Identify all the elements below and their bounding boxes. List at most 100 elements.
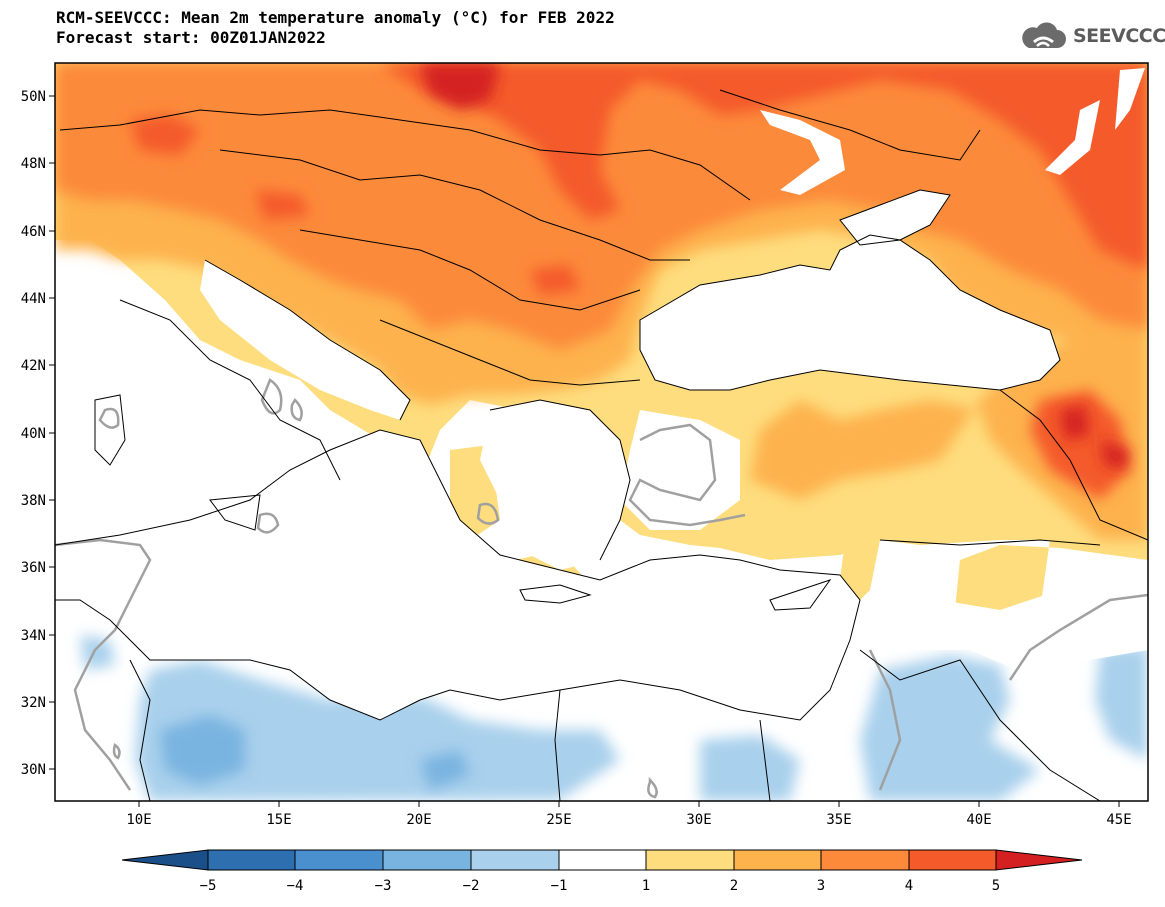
lat-label: 38N <box>21 493 46 509</box>
contour-line <box>476 502 500 525</box>
country-border <box>859 649 1101 801</box>
country-border <box>879 539 1101 546</box>
contour-line <box>256 512 280 534</box>
lon-labels: 10E 15E 20E 25E 30E 35E 40E 45E <box>126 812 1131 828</box>
map-frame <box>54 62 1149 802</box>
lon-label: 20E <box>406 812 431 828</box>
colorbar-segment <box>558 849 647 871</box>
lat-label: 34N <box>21 628 46 644</box>
title-line-1: RCM-SEEVCCC: Mean 2m temperature anomaly… <box>56 8 615 27</box>
coastline <box>489 399 631 561</box>
contour-line <box>98 407 120 429</box>
anomaly-field <box>55 63 1148 801</box>
country-border <box>59 109 751 201</box>
colorbar-segment <box>995 849 1083 871</box>
colorbar-label: −1 <box>551 878 568 894</box>
lat-label: 30N <box>21 762 46 778</box>
adriatic-sea <box>200 260 410 420</box>
colorbar-label: −2 <box>463 878 480 894</box>
island-crete <box>519 584 592 604</box>
country-border <box>999 389 1148 541</box>
contour-line <box>290 397 303 422</box>
near-zero-levant <box>870 590 1148 680</box>
lat-label: 48N <box>21 156 46 172</box>
aegean-sea <box>480 400 630 570</box>
colorbar-label: 3 <box>817 878 825 894</box>
lat-label: 44N <box>21 291 46 307</box>
tyrrhenian-sea <box>120 300 340 500</box>
colorbar-label: 1 <box>642 878 650 894</box>
contour-line <box>55 538 152 791</box>
lon-label: 45E <box>1106 812 1131 828</box>
black-sea <box>640 235 1060 390</box>
colorbar-segment <box>820 849 910 871</box>
colorbar-segment <box>121 849 209 871</box>
mediterranean-sea <box>55 430 860 720</box>
anomaly-band-neg-2-3 <box>160 715 470 790</box>
contour-line <box>628 423 746 527</box>
colorbar-segment <box>294 849 384 871</box>
lat-label: 32N <box>21 695 46 711</box>
colorbar-label: −4 <box>287 878 304 894</box>
lat-labels: 50N 48N 46N 44N 42N 40N 38N 36N 34N 32N … <box>21 89 46 778</box>
colorbar-label: 4 <box>905 878 913 894</box>
country-border <box>554 689 561 801</box>
contour-line <box>647 776 658 799</box>
coastline <box>839 189 951 246</box>
contour-line <box>868 649 902 791</box>
colorbar-segment <box>207 849 296 871</box>
coastline <box>119 299 341 481</box>
country-border <box>219 149 690 261</box>
azov-sea <box>840 190 950 245</box>
colorbar-label: 2 <box>730 878 738 894</box>
colorbar-label: −5 <box>200 878 217 894</box>
contour-line <box>1008 593 1148 681</box>
lat-label: 46N <box>21 224 46 240</box>
country-border <box>719 89 981 161</box>
lat-label: 40N <box>21 426 46 442</box>
map-title: RCM-SEEVCCC: Mean 2m temperature anomaly… <box>56 8 615 48</box>
country-border <box>759 719 771 801</box>
lat-label: 50N <box>21 89 46 105</box>
anomaly-band-neg-1-2 <box>80 635 1148 801</box>
lon-axis <box>138 801 1120 807</box>
contour-line <box>260 378 283 415</box>
colorbar: −5 −4 −3 −2 −1 1 2 3 4 5 <box>121 849 1083 894</box>
coastlines-borders <box>55 89 1148 801</box>
island-sicily <box>209 494 261 531</box>
lat-label: 36N <box>21 560 46 576</box>
anomaly-band-4-5 <box>380 63 1148 270</box>
lon-label: 10E <box>126 812 151 828</box>
coastline <box>55 429 861 721</box>
country-border <box>379 319 641 386</box>
colorbar-label: 5 <box>992 878 1000 894</box>
contour-line <box>112 742 121 760</box>
colorbar-segment <box>470 849 560 871</box>
lon-label: 30E <box>686 812 711 828</box>
zero-contours <box>55 378 1148 799</box>
near-zero-areas <box>55 68 1148 720</box>
coastline <box>204 259 411 421</box>
colorbar-label: −3 <box>375 878 392 894</box>
title-line-2: Forecast start: 00Z01JAN2022 <box>56 28 326 47</box>
colorbar-segment <box>733 849 822 871</box>
lon-label: 15E <box>266 812 291 828</box>
country-border <box>129 659 151 801</box>
colorbar-segment <box>645 849 735 871</box>
lat-axis <box>49 95 55 770</box>
lon-label: 40E <box>966 812 991 828</box>
island-cyprus <box>769 579 832 611</box>
island-sardinia <box>94 394 126 466</box>
lat-label: 42N <box>21 358 46 374</box>
lon-label: 35E <box>826 812 851 828</box>
seevccc-logo: SEEVCCC <box>1017 20 1165 52</box>
country-border <box>299 229 641 311</box>
near-zero-north <box>760 68 1145 195</box>
colorbar-segment <box>908 849 997 871</box>
logo-text: SEEVCCC <box>1073 25 1165 47</box>
coastline <box>639 234 1061 391</box>
colorbar-segment <box>382 849 472 871</box>
cloud-icon <box>1022 22 1066 48</box>
map-panel <box>55 63 1148 801</box>
